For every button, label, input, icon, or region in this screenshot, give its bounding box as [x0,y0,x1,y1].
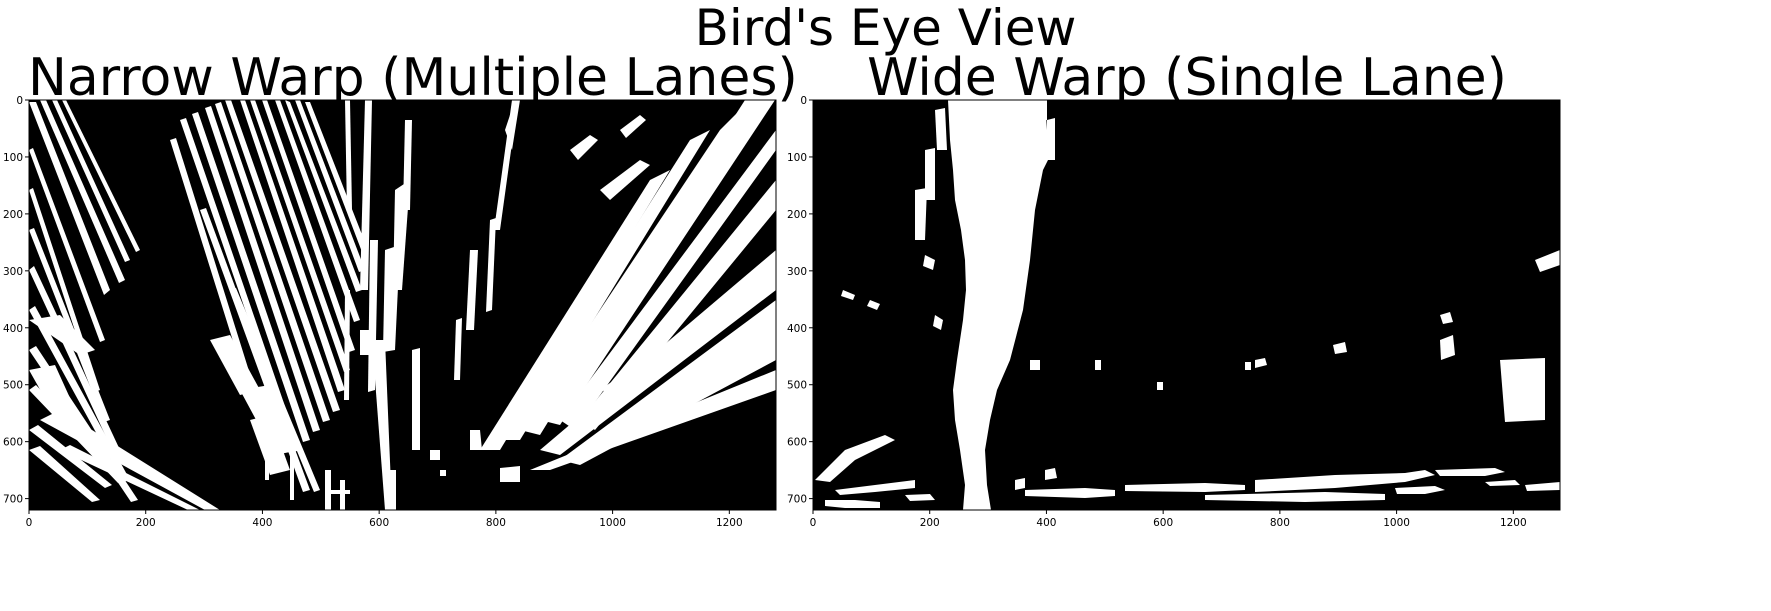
x-tick-label: 0 [26,517,33,529]
panel-right-axes: 0 200 400 600 800 1000 1200 0 100 200 300 400 500 600… [787,95,1527,529]
y-tick-label: 0 [800,95,807,107]
x-tick-label: 800 [1270,517,1290,529]
x-tick-label: 200 [136,517,156,529]
panel-left-title: Narrow Warp (Multiple Lanes) [28,48,798,108]
figure-title: Bird's Eye View [694,0,1077,57]
y-tick-label: 300 [3,266,23,278]
y-tick-label: 400 [3,323,23,335]
x-tick-label: 1000 [599,517,626,529]
x-tick-label: 400 [252,517,272,529]
x-tick-label: 0 [810,517,817,529]
x-tick-label: 400 [1036,517,1056,529]
y-tick-label: 700 [3,494,23,506]
x-tick-label: 600 [1153,517,1173,529]
x-tick-label: 1200 [1500,517,1527,529]
x-tick-label: 1000 [1383,517,1410,529]
y-tick-label: 700 [787,494,807,506]
x-tick-label: 600 [369,517,389,529]
x-tick-label: 800 [486,517,506,529]
panel-right-plot: 0 200 400 600 800 1000 1200 0 100 200 300 400 500 600… [787,95,1561,529]
binary-image-wide-warp [813,100,1560,510]
y-tick-label: 600 [787,437,807,449]
panel-left-axes: 0 200 400 600 800 1000 1200 0 100 200 300 400 500 600… [3,95,743,529]
panel-left-plot: 0 200 400 600 800 1000 1200 0 100 200 300 400 500 600… [3,95,777,529]
panel-left-frame [28,99,777,511]
y-tick-label: 100 [3,152,23,164]
y-tick-label: 300 [787,266,807,278]
panel-right-frame [812,99,1561,511]
y-tick-label: 500 [3,380,23,392]
binary-image-narrow-warp [29,100,776,510]
panel-right: 0 200 400 600 800 1000 1200 0 100 200 300 400 500 600… [785,90,1571,610]
y-tick-label: 100 [787,152,807,164]
x-tick-label: 200 [920,517,940,529]
y-tick-label: 600 [3,437,23,449]
y-tick-label: 0 [16,95,23,107]
y-tick-label: 200 [787,209,807,221]
panel-right-title: Wide Warp (Single Lane) [867,48,1507,108]
y-tick-label: 500 [787,380,807,392]
x-tick-label: 1200 [716,517,743,529]
y-tick-label: 400 [787,323,807,335]
panel-left: 0 200 400 600 800 1000 1200 0 100 200 300 400 500 600… [0,90,790,610]
y-tick-label: 200 [3,209,23,221]
